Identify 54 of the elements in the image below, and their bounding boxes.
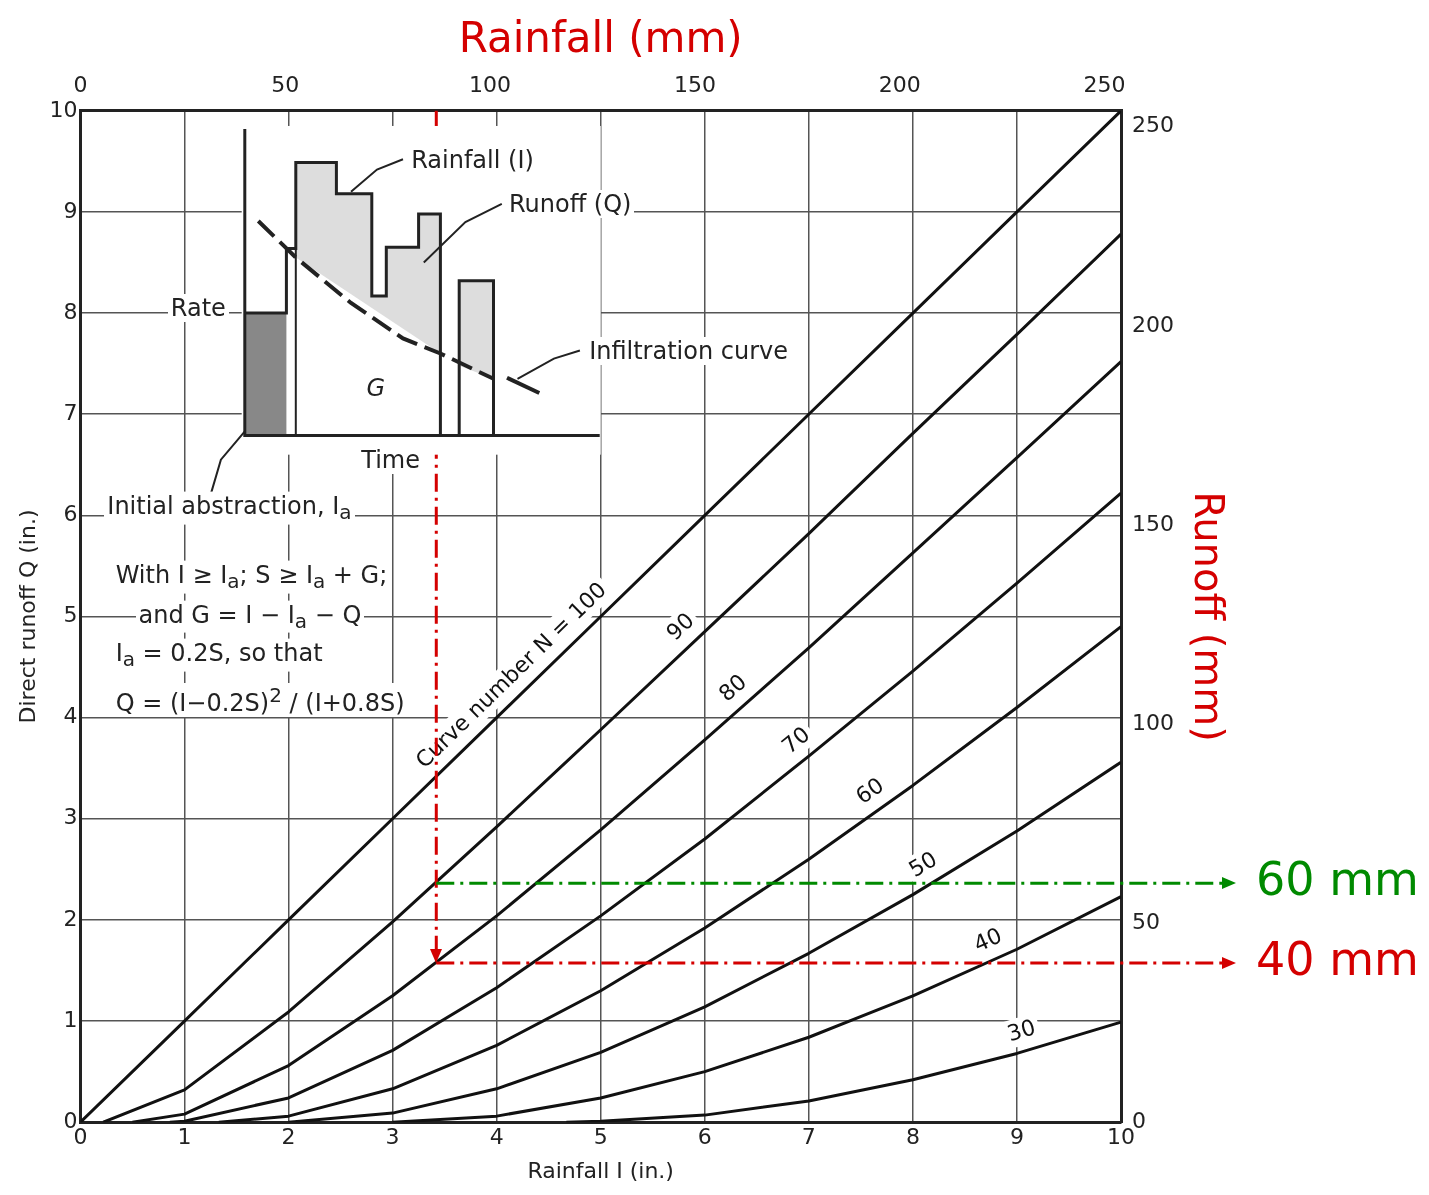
annotation: With I ≥ I$_{a}$; S ≥ I$_{a}$ + G; <box>112 560 391 594</box>
y-tick-label: 3 <box>63 804 78 830</box>
y-tick-label: 9 <box>63 197 78 223</box>
x2-tick-label: 100 <box>469 72 512 98</box>
x-tick-label: 2 <box>281 1124 296 1150</box>
x-tick-label: 7 <box>801 1124 816 1150</box>
text: 60 <box>851 772 889 809</box>
annotation: Runoff (Q) <box>506 189 635 218</box>
text: 70 <box>776 721 815 759</box>
y2-tick-label: 0 <box>1132 1107 1147 1133</box>
y-tick-label: 8 <box>63 298 78 324</box>
x-tick-label: 9 <box>1009 1124 1024 1150</box>
text: 80 <box>713 668 752 707</box>
y-tick-label: 2 <box>63 905 78 931</box>
x-tick-label: 6 <box>697 1124 712 1150</box>
annotation: Initial abstraction, I$_{a}$ <box>104 491 355 525</box>
y2-tick-label: 100 <box>1132 709 1175 735</box>
x2-tick-label: 150 <box>673 72 716 98</box>
y-axis-title: Direct runoff Q (in.) <box>14 509 40 724</box>
y-tick-label: 7 <box>63 399 78 425</box>
x-tick-label: 1 <box>177 1124 192 1150</box>
annotation: Rate <box>167 294 229 323</box>
annotation: Rainfall (I) <box>408 146 537 175</box>
y-tick-label: 6 <box>63 501 78 527</box>
annotation: I$_{a}$ = 0.2S, so that <box>112 638 326 672</box>
y2-tick-label: 50 <box>1132 908 1161 934</box>
text: 90 <box>661 607 699 646</box>
y2-tick-label: 150 <box>1132 510 1175 536</box>
x2-tick-label: 50 <box>271 72 300 98</box>
x2-tick-label: 200 <box>878 72 921 98</box>
x-tick-label: 3 <box>385 1124 400 1150</box>
x-tick-label: 5 <box>593 1124 608 1150</box>
y2-tick-label: 200 <box>1132 311 1175 337</box>
y2-axis-title: Runoff (mm) <box>1185 491 1232 742</box>
y-tick-label: 1 <box>63 1006 78 1032</box>
annotation: Q = (I−0.2S)$^{2}$ / (I+0.8S) <box>112 683 408 718</box>
text: 40 <box>969 922 1006 957</box>
y2-tick-label: 250 <box>1132 112 1175 138</box>
y-tick-label: 10 <box>49 96 78 122</box>
x2-tick-label: 250 <box>1083 72 1126 98</box>
x-tick-label: 4 <box>489 1124 504 1150</box>
text: 50 <box>904 846 942 883</box>
ref-line-label: 60 mm <box>1256 852 1419 907</box>
annotation: Time <box>358 445 423 474</box>
x-tick-label: 8 <box>905 1124 920 1150</box>
ref-line-label: 40 mm <box>1256 931 1419 986</box>
y-tick-label: 5 <box>63 602 78 628</box>
y-tick-label: 4 <box>63 703 78 729</box>
annotation: Infiltration curve <box>586 336 792 365</box>
x-axis-title: Rainfall I (in.) <box>527 1157 674 1183</box>
annotation: and G = I − I$_{a}$ − Q <box>135 600 365 633</box>
x2-axis-title: Rainfall (mm) <box>458 13 743 63</box>
text: 30 <box>1004 1014 1039 1047</box>
annotation: G <box>363 373 389 402</box>
